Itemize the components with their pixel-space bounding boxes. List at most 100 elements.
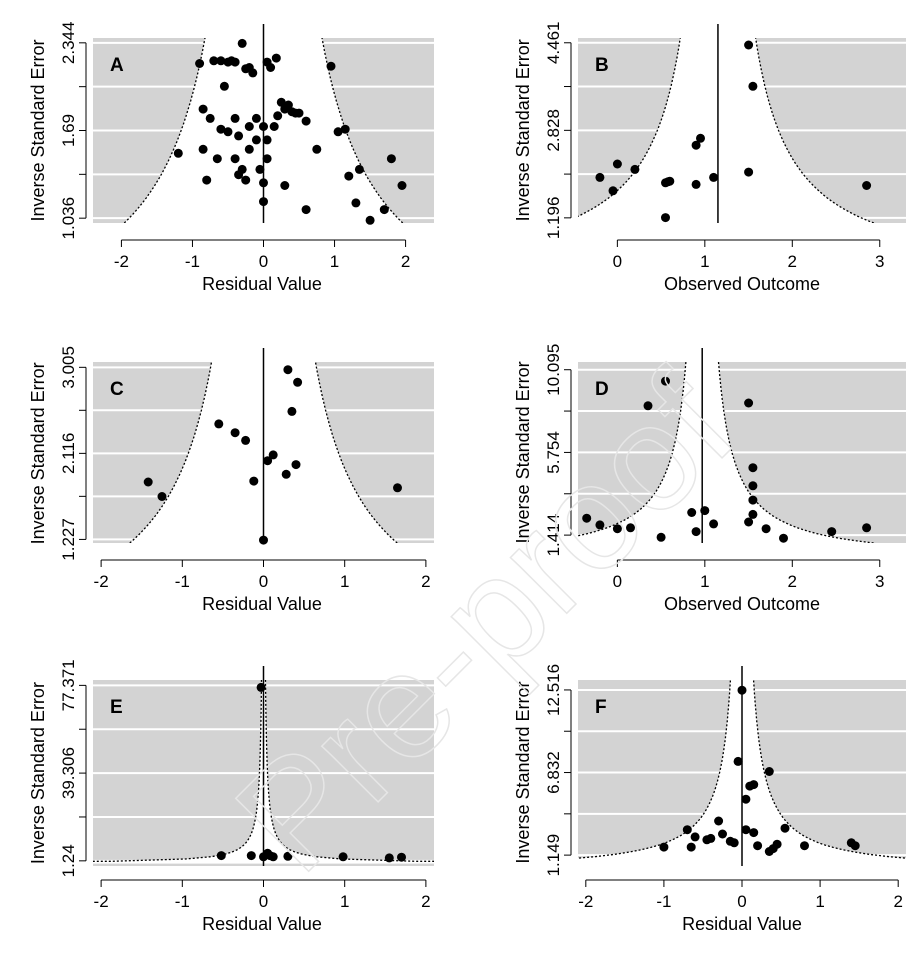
data-point (354, 164, 364, 174)
data-point (283, 851, 293, 861)
data-point (326, 61, 336, 71)
x-tick-label: 1 (340, 892, 349, 911)
y-tick-label: 1.196 (544, 197, 563, 240)
data-point (248, 68, 258, 78)
y-tick-label: 10.095 (544, 344, 563, 396)
x-axis-label: Residual Value (682, 914, 802, 934)
y-tick-label: 4.461 (544, 21, 563, 64)
x-tick-label: 2 (788, 252, 797, 271)
data-point (741, 825, 751, 835)
data-point (744, 517, 754, 527)
data-point (256, 682, 266, 692)
y-tick-label: 1.414 (544, 514, 563, 557)
panel-c: C -2 -1 0 1 2 Residual Value 1.227 2.116 3.005 Inv… (28, 346, 434, 614)
data-point (393, 483, 402, 493)
data-point (241, 435, 251, 445)
panel-a: A -2 -1 0 1 2 Residual Value 1.036 1.69 2.344 Inve… (28, 22, 434, 294)
data-point (729, 838, 739, 848)
panel-label: E (110, 697, 123, 718)
data-point (293, 377, 303, 387)
y-tick-label: 39.306 (59, 747, 78, 799)
data-point (779, 533, 788, 543)
data-point (700, 506, 710, 516)
data-point (301, 116, 311, 126)
data-point (595, 520, 605, 530)
funnel-line-left (578, 680, 732, 859)
data-point (268, 852, 278, 862)
panel-label: B (595, 55, 609, 76)
data-point (772, 839, 782, 849)
data-point (251, 135, 261, 145)
data-point (827, 527, 837, 537)
data-point (216, 851, 226, 861)
y-tick-label: 77.371 (59, 659, 78, 711)
data-point (686, 842, 696, 852)
x-tick-label: 0 (613, 252, 622, 271)
y-axis-label: Inverse Standard Error (28, 39, 48, 221)
data-point (737, 685, 747, 695)
data-point (255, 164, 265, 174)
data-point (262, 135, 272, 145)
data-point (338, 852, 348, 862)
data-point (630, 164, 640, 174)
panel-e: E -2 -1 0 1 2 Residual Value 1.24 39.306 77.371 In… (28, 659, 434, 934)
data-point (365, 215, 375, 225)
panel-d: D 0 1 2 3 Observed Outcome 1.414 5.754 10.095 Inv… (513, 344, 906, 614)
x-tick-label: 1 (700, 572, 709, 591)
data-point (273, 111, 283, 121)
x-tick-label: 3 (875, 572, 884, 591)
panel-f: F -2 -1 0 1 2 Residual Value 1.149 6.832 12.516 In… (513, 664, 906, 934)
y-tick-label: 1.149 (544, 834, 563, 877)
data-point (223, 127, 233, 137)
data-point (718, 829, 727, 839)
x-tick-label: 0 (613, 572, 622, 591)
x-tick-label: -1 (185, 252, 200, 271)
data-point (219, 81, 229, 91)
data-point (748, 463, 758, 473)
y-tick-label: 6.832 (544, 751, 563, 794)
data-point (764, 847, 774, 856)
y-tick-label: 1.24 (59, 844, 78, 877)
y-tick-label: 5.754 (544, 431, 563, 474)
data-point (195, 59, 205, 68)
data-point (237, 38, 247, 48)
data-point (214, 419, 224, 429)
data-point (800, 841, 809, 851)
data-point (259, 178, 268, 188)
data-point (744, 398, 754, 408)
y-axis-label: Inverse Standard Error (28, 362, 48, 544)
y-axis-label: Inverse Standard Error (513, 39, 533, 221)
x-tick-label: -1 (175, 572, 190, 591)
y-axis-label: Inverse Standard Error (513, 681, 533, 863)
x-tick-label: 3 (875, 252, 884, 271)
funnel-line-right (314, 362, 398, 543)
data-point (251, 113, 261, 123)
data-point (271, 53, 281, 63)
y-tick-label: 3.005 (59, 346, 78, 389)
x-axis-label: Residual Value (202, 594, 322, 614)
data-point (663, 177, 673, 187)
x-axis-label: Residual Value (202, 914, 322, 934)
y-tick-label: 12.516 (544, 664, 563, 716)
data-point (659, 842, 669, 852)
data-point (263, 456, 273, 466)
panel-label: A (110, 55, 124, 76)
data-point (744, 167, 754, 177)
panel-label: C (110, 379, 124, 400)
x-tick-label: -1 (175, 892, 190, 911)
data-point (608, 186, 618, 196)
data-point (227, 56, 236, 66)
data-point (212, 154, 222, 164)
data-point (269, 122, 279, 131)
data-point (862, 523, 872, 533)
data-point (230, 428, 240, 438)
data-point (266, 63, 276, 72)
data-point (714, 816, 724, 826)
y-tick-label: 1.69 (59, 114, 78, 147)
funnel-line-right (752, 680, 906, 859)
data-point (280, 181, 290, 190)
data-point (294, 108, 304, 118)
panel-label: F (595, 697, 607, 718)
data-point (340, 124, 350, 134)
x-tick-label: -2 (94, 892, 109, 911)
